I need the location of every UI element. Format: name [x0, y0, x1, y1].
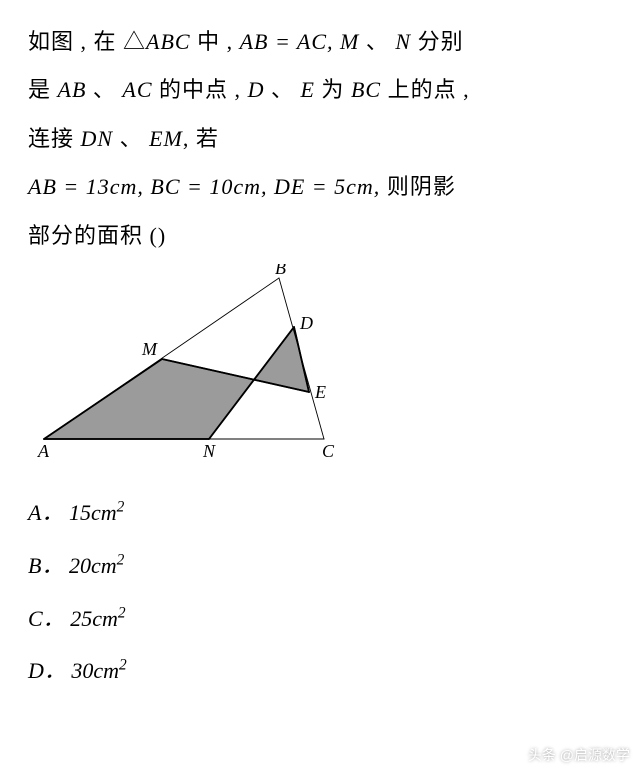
txt: 、 [359, 29, 395, 54]
option-sup: 2 [117, 499, 125, 516]
option-value: 25cm [70, 606, 118, 631]
txt: 如图 , 在 △ [28, 29, 146, 54]
math: AB = 13cm, BC = 10cm, DE = 5cm, [28, 174, 380, 199]
problem-text: 如图 , 在 △ABC 中 , AB = AC, M 、 N 分别 是 AB 、… [28, 18, 612, 260]
option-value: 20cm [69, 553, 117, 578]
txt: , 若 [183, 126, 219, 151]
math: E [300, 77, 314, 102]
txt: 、 [264, 77, 300, 102]
watermark: 头条 @启源数学 [528, 745, 630, 765]
math: N [395, 29, 411, 54]
txt: 的中点 , [153, 77, 248, 102]
txt: 、 [113, 126, 149, 151]
option-d: D． 30cm2 [28, 645, 612, 698]
answer-options: A． 15cm2 B． 20cm2 C． 25cm2 D． 30cm2 [28, 487, 612, 698]
math: EM [149, 126, 183, 151]
problem-line-4: AB = 13cm, BC = 10cm, DE = 5cm, 则阴影 [28, 163, 612, 211]
txt: 部分的面积 () [28, 223, 166, 248]
option-letter: B． [28, 553, 63, 578]
figure-svg: A N C B M D E [34, 264, 364, 464]
problem-line-1: 如图 , 在 △ABC 中 , AB = AC, M 、 N 分别 [28, 18, 612, 66]
option-a: A． 15cm2 [28, 487, 612, 540]
geometry-figure: A N C B M D E [34, 264, 612, 469]
option-sup: 2 [119, 657, 127, 674]
problem-line-3: 连接 DN 、 EM, 若 [28, 115, 612, 163]
txt: 中 , [191, 29, 240, 54]
option-value: 30cm [71, 658, 119, 683]
problem-line-5: 部分的面积 () [28, 212, 612, 260]
svg-text:C: C [322, 441, 335, 461]
option-letter: A． [28, 500, 63, 525]
txt: 则阴影 [380, 174, 456, 199]
svg-text:A: A [37, 441, 50, 461]
txt: 是 [28, 77, 58, 102]
math: AB = AC, M [240, 29, 360, 54]
option-letter: D． [28, 658, 66, 683]
txt: 上的点 , [381, 77, 470, 102]
math: AC [122, 77, 152, 102]
math: ABC [146, 29, 191, 54]
txt: 连接 [28, 126, 81, 151]
option-sup: 2 [118, 604, 126, 621]
svg-text:E: E [314, 382, 326, 402]
svg-text:B: B [275, 264, 286, 278]
math: BC [351, 77, 381, 102]
math: AB [58, 77, 87, 102]
txt: 分别 [411, 29, 464, 54]
option-c: C． 25cm2 [28, 593, 612, 646]
problem-line-2: 是 AB 、 AC 的中点 , D 、 E 为 BC 上的点 , [28, 66, 612, 114]
svg-text:M: M [141, 339, 158, 359]
svg-text:N: N [202, 441, 216, 461]
option-value: 15cm [69, 500, 117, 525]
option-b: B． 20cm2 [28, 540, 612, 593]
option-sup: 2 [117, 551, 125, 568]
math: DN [81, 126, 114, 151]
svg-text:D: D [299, 313, 313, 333]
math: D [248, 77, 265, 102]
txt: 为 [315, 77, 351, 102]
txt: 、 [86, 77, 122, 102]
option-letter: C． [28, 606, 65, 631]
